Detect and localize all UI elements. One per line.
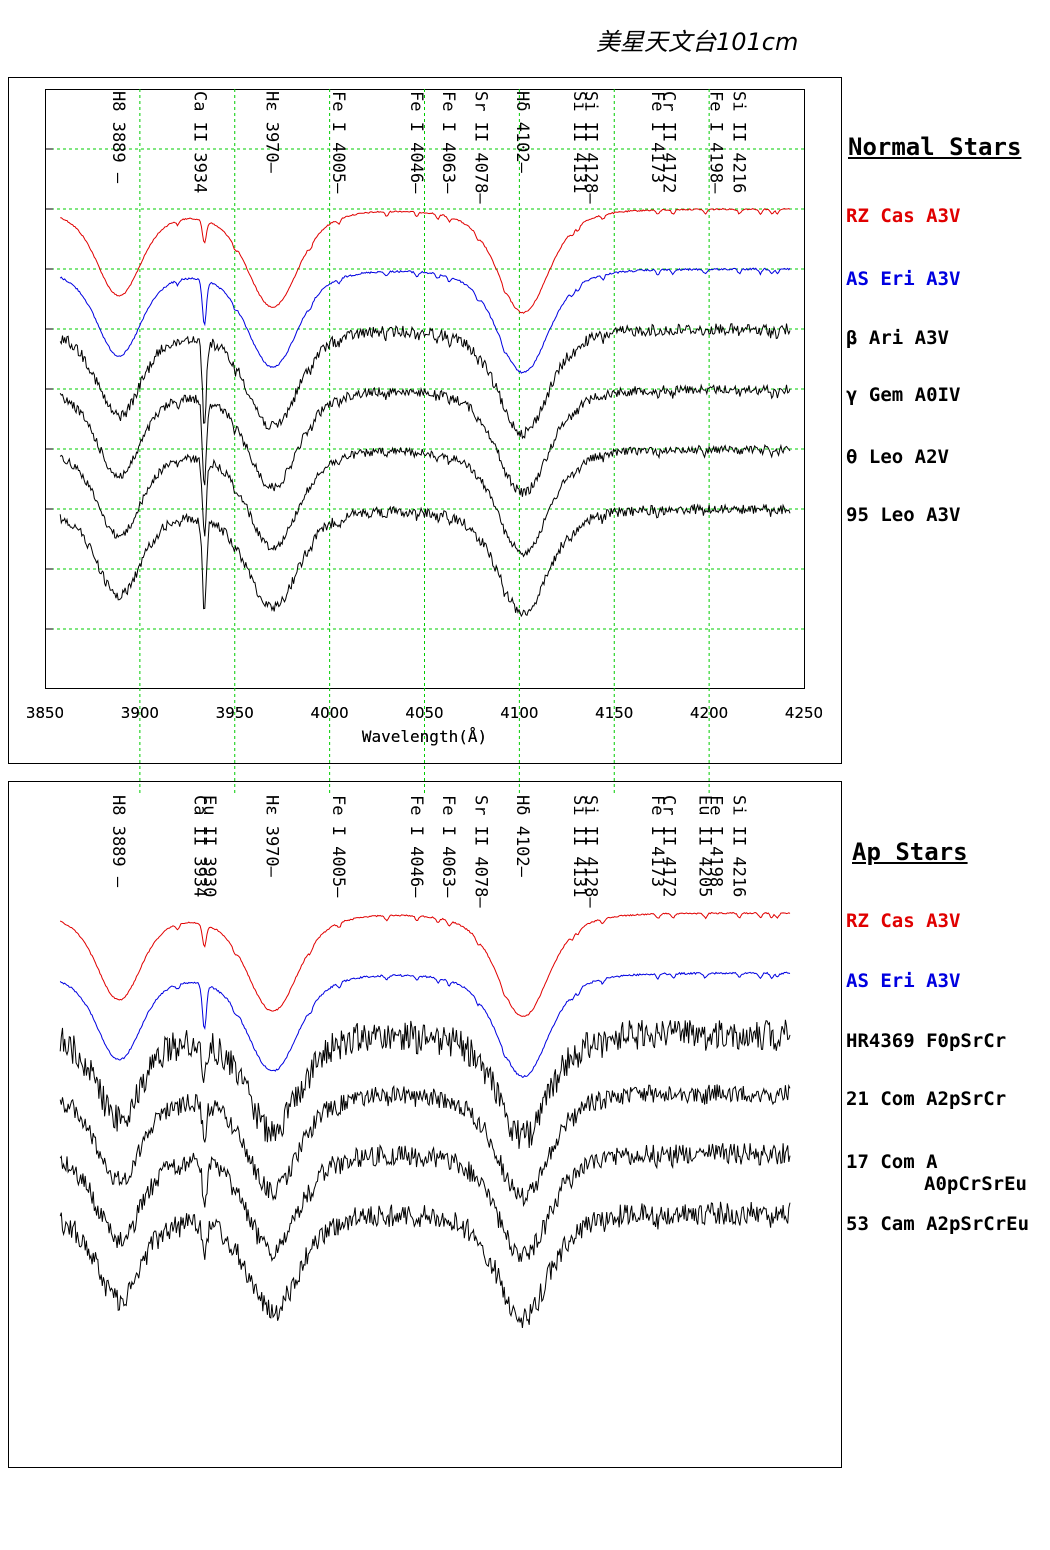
line-id-label: H8 3889 — bbox=[108, 91, 128, 184]
line-id-label: Fe I 4005— bbox=[328, 91, 348, 194]
legend-entry: RZ Cas A3V bbox=[846, 205, 961, 227]
spectrum-series-line bbox=[59, 267, 791, 374]
chart-frame bbox=[8, 77, 842, 764]
line-id-label: Cr II 4172 bbox=[658, 91, 678, 193]
x-tick-label: 3900 bbox=[121, 704, 159, 722]
line-id-label: Fe I 4046— bbox=[406, 91, 426, 194]
x-tick-label: 3950 bbox=[216, 704, 254, 722]
x-tick-label: 4250 bbox=[785, 704, 823, 722]
spectrum-series-line bbox=[59, 383, 791, 497]
spectrum-series-line bbox=[60, 207, 791, 314]
line-id-label: Si II 4216 bbox=[728, 91, 748, 193]
legend-entry: 53 Cam A2pSrCrEu bbox=[846, 1213, 1030, 1235]
page-title: 美星天文台101cm bbox=[596, 28, 799, 56]
line-id-label: Fe I 4198— bbox=[706, 91, 726, 194]
line-id-label: Fe I 4173 bbox=[647, 91, 667, 183]
legend-entry: RZ Cas A3V bbox=[846, 910, 961, 932]
line-id-label: Sr II 4078— bbox=[470, 91, 490, 204]
spectrum-series-line bbox=[59, 323, 791, 440]
legend-entry: 95 Leo A3V bbox=[846, 504, 961, 526]
normal-stars-legend-title: Normal Stars bbox=[848, 133, 1022, 161]
x-tick-label: 4200 bbox=[690, 704, 728, 722]
legend-entry: γ Gem A0IV bbox=[846, 384, 961, 406]
line-id-label: Si II 4131 bbox=[569, 91, 589, 193]
x-axis-label: Wavelength(Å) bbox=[362, 727, 487, 746]
legend-entry: 17 Com A A0pCrSrEu bbox=[846, 1151, 1027, 1195]
x-tick-label: 4150 bbox=[595, 704, 633, 722]
legend-entry: HR4369 F0pSrCr bbox=[846, 1030, 1007, 1052]
legend-entry: AS Eri A3V bbox=[846, 268, 961, 290]
line-id-label: Ca II 3934 bbox=[190, 91, 210, 193]
legend-entry: 21 Com A2pSrCr bbox=[846, 1088, 1007, 1110]
legend-entry: β Ari A3V bbox=[846, 327, 949, 349]
legend-entry: AS Eri A3V bbox=[846, 970, 961, 992]
spectrum-series-line bbox=[59, 443, 791, 558]
legend-entry: θ Leo A2V bbox=[846, 446, 949, 468]
line-id-label: Hδ 4102— bbox=[512, 91, 532, 174]
x-tick-label: 3850 bbox=[26, 704, 64, 722]
line-id-label: Si II 4128— bbox=[580, 91, 600, 204]
x-tick-label: 4000 bbox=[311, 704, 349, 722]
line-id-label: Fe I 4063— bbox=[438, 91, 458, 194]
x-tick-label: 4050 bbox=[405, 704, 443, 722]
spectrum-series-line bbox=[59, 503, 791, 618]
x-tick-label: 4100 bbox=[500, 704, 538, 722]
ap-stars-legend-title: Ap Stars bbox=[852, 838, 968, 866]
line-id-label: Hε 3970— bbox=[262, 91, 282, 174]
